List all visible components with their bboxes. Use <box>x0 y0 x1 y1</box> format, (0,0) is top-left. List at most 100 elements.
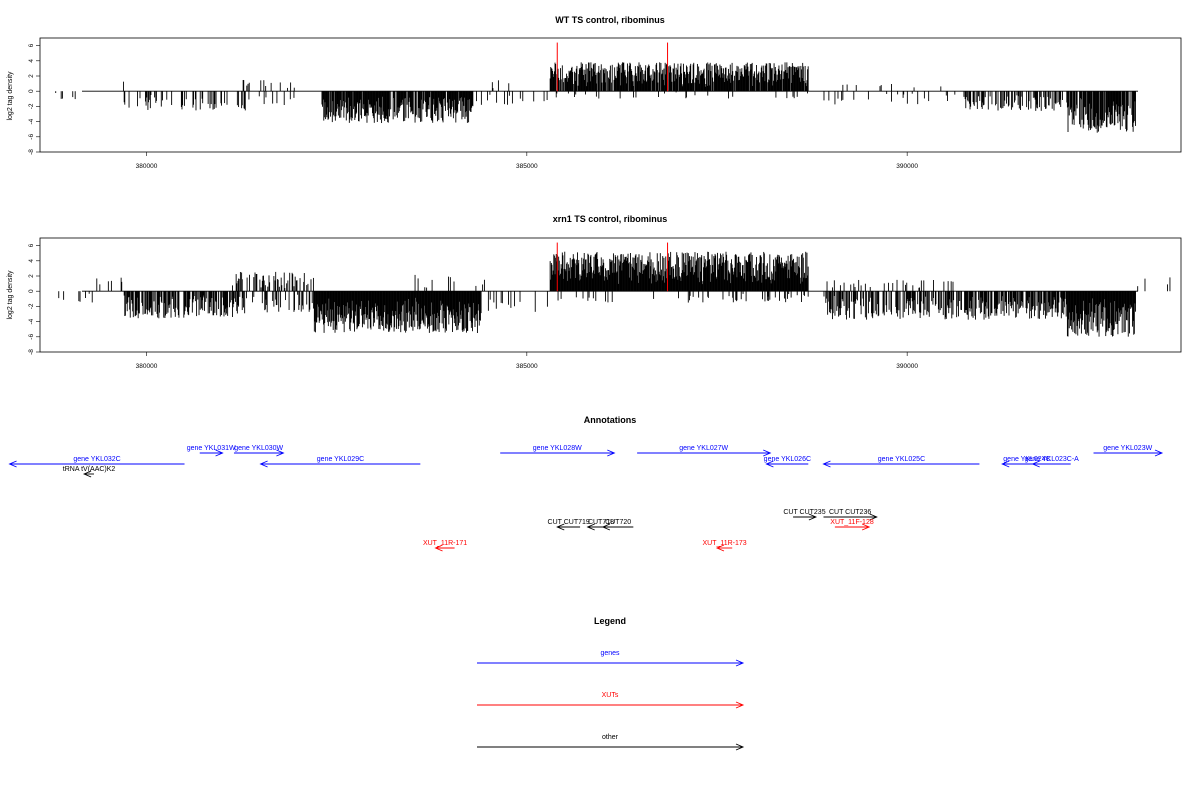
feature-label: gene YKL026C <box>764 456 811 463</box>
feature-arrow: gene YKL032C <box>8 456 185 468</box>
feature-arrow: gene YKL023C-A <box>1025 456 1080 468</box>
y-tick-label: 0 <box>28 89 35 93</box>
wt-y-axis: 6 4 2 0 -2 -4 -6 -8 <box>28 43 40 155</box>
wt-plot-frame <box>39 37 1182 153</box>
xrn1-density-bars <box>58 251 1171 337</box>
legend-arrow-head <box>735 701 745 709</box>
x-tick-label: 380000 <box>136 363 158 370</box>
y-tick-label: -8 <box>28 149 35 155</box>
feature-arrow: tRNA tV(AAC)K2 <box>63 466 116 478</box>
wt-density-bars <box>55 62 1137 133</box>
feature-label: XUT_11F-128 <box>830 519 874 526</box>
feature-arrow-head <box>715 544 725 552</box>
annotations-title: Annotations <box>584 415 637 425</box>
feature-arrow-head <box>215 449 224 457</box>
wt-track-title: WT TS control, ribominus <box>555 15 665 25</box>
y-tick-label: -2 <box>28 103 35 109</box>
xrn1-y-axis-label: log2 tag density <box>7 270 14 320</box>
feature-arrow-head <box>763 449 772 457</box>
feature-label: CUT720 <box>605 519 631 526</box>
legend-arrow-head <box>735 659 745 667</box>
feature-label: gene YKL032C <box>73 456 120 463</box>
feature-label: gene YKL030W <box>234 445 283 452</box>
feature-arrow: gene YKL028W <box>500 445 616 457</box>
feature-arrow-head <box>869 513 878 521</box>
y-tick-label: 4 <box>28 259 35 263</box>
y-tick-label: -8 <box>28 349 35 355</box>
feature-arrow: XUT_11R-171 <box>423 540 467 552</box>
feature-arrow: gene YKL025C <box>822 456 980 468</box>
feature-label: tRNA tV(AAC)K2 <box>63 466 116 473</box>
x-tick-label: 385000 <box>516 163 538 170</box>
feature-arrow-head <box>765 460 774 468</box>
xrn1-y-axis: 6 4 2 0 -2 -4 -6 -8 <box>28 243 40 355</box>
legend-label: genes <box>600 650 620 657</box>
y-tick-label: -6 <box>28 134 35 140</box>
legend-items: genes XUTs other <box>477 650 745 751</box>
y-tick-label: -6 <box>28 334 35 340</box>
feature-label: gene YKL029C <box>317 456 364 463</box>
legend-panel: Legend genes XUTs other <box>477 616 745 751</box>
feature-arrow: CUT CUT719 <box>548 519 590 531</box>
x-tick-label: 390000 <box>896 163 918 170</box>
legend-item-genes: genes <box>477 650 745 667</box>
feature-arrow: gene YKL026C <box>764 456 811 468</box>
feature-arrow-head <box>8 460 17 468</box>
legend-title: Legend <box>594 616 626 626</box>
wt-red-markers <box>556 42 669 92</box>
y-tick-label: -4 <box>28 118 35 124</box>
feature-arrow-head <box>861 523 871 531</box>
wt-track-panel: WT TS control, ribominus log2 tag densit… <box>7 15 1182 170</box>
xrn1-red-markers <box>556 242 669 292</box>
wt-y-axis-label: log2 tag density <box>7 71 14 121</box>
feature-label: gene YKL025C <box>878 456 925 463</box>
feature-arrow-head <box>808 513 818 521</box>
feature-label: CUT CUT235 <box>783 509 825 516</box>
y-tick-label: 0 <box>28 289 35 293</box>
feature-arrow-head <box>1154 449 1164 457</box>
feature-arrow-head <box>276 449 285 457</box>
feature-arrow: gene YKL023W <box>1093 445 1164 457</box>
x-tick-label: 380000 <box>136 163 158 170</box>
y-tick-label: -2 <box>28 303 35 309</box>
feature-arrow-head <box>1031 460 1040 468</box>
feature-arrow: gene YKL029C <box>259 456 421 468</box>
xrn1-track-panel: xrn1 TS control, ribominus log2 tag dens… <box>7 214 1182 370</box>
feature-label: gene YKL027W <box>679 445 728 452</box>
feature-arrow-head <box>607 449 616 457</box>
feature-label: XUT_11R-173 <box>702 540 746 547</box>
feature-arrow-head <box>1001 460 1010 468</box>
xrn1-x-axis: 380000 385000 390000 <box>136 352 918 370</box>
feature-label: gene YKL024C <box>1003 456 1050 463</box>
feature-arrow: CUT720 <box>601 519 634 531</box>
feature-arrow: gene YKL030W <box>233 445 285 457</box>
feature-label: gene YKL023W <box>1103 445 1152 452</box>
y-tick-label: 6 <box>28 243 35 247</box>
y-tick-label: -4 <box>28 318 35 324</box>
xrn1-track-title: xrn1 TS control, ribominus <box>553 214 668 224</box>
feature-label: gene YKL023C-A <box>1025 456 1080 463</box>
y-tick-label: 4 <box>28 59 35 63</box>
wt-x-axis: 380000 385000 390000 <box>136 152 918 170</box>
x-tick-label: 390000 <box>896 363 918 370</box>
legend-label: XUTs <box>602 692 619 699</box>
feature-arrow: CUT CUT235 <box>783 509 826 521</box>
feature-label: CUT718 <box>588 519 614 526</box>
feature-label: CUT CUT719 <box>548 519 590 526</box>
xrn1-plot-frame <box>39 237 1182 353</box>
feature-arrow-head <box>586 523 595 531</box>
feature-arrow-head <box>556 523 565 531</box>
feature-label: CUT CUT236 <box>829 509 871 516</box>
feature-arrow-head <box>259 460 268 468</box>
feature-arrow: gene YKL031W <box>187 445 236 457</box>
legend-arrow-head <box>735 743 745 751</box>
feature-arrow-head <box>601 523 611 531</box>
legend-item-XUTs: XUTs <box>477 692 745 709</box>
feature-arrow: XUT_11F-128 <box>830 519 874 531</box>
annotations-panel: Annotations tRNA tV(AAC)K2 gene YKL032C ge… <box>8 415 1164 552</box>
feature-label: gene YKL028W <box>533 445 582 452</box>
feature-arrow: CUT CUT236 <box>823 509 878 521</box>
feature-arrow: XUT_11R-173 <box>702 540 747 552</box>
